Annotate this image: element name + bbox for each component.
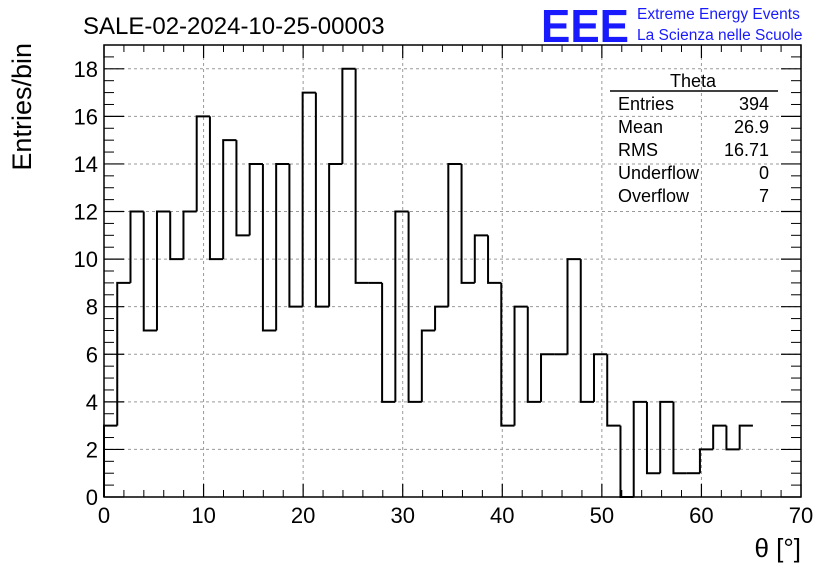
x-tick-label: 20 <box>291 503 315 528</box>
histogram-bin <box>235 140 250 237</box>
histogram-bin <box>407 211 422 403</box>
histogram-bin <box>222 139 237 260</box>
x-tick-label: 60 <box>689 503 713 528</box>
histogram-bin <box>328 162 343 307</box>
y-tick-label: 16 <box>74 104 98 129</box>
histogram-bin <box>314 92 330 308</box>
histogram-bin <box>381 282 396 403</box>
stats-value: 0 <box>759 163 769 183</box>
histogram-bin <box>672 401 687 475</box>
histogram-bin <box>698 448 714 474</box>
histogram-bin <box>606 354 621 427</box>
histogram-bin <box>301 91 316 307</box>
histogram-bin <box>659 400 674 474</box>
stats-label: Entries <box>618 94 674 114</box>
eee-logo: EEE Extreme Energy Events La Scienza nel… <box>541 0 802 52</box>
x-tick-label: 70 <box>789 503 813 528</box>
histogram-bin <box>195 115 210 212</box>
histogram-bin <box>182 210 197 260</box>
x-tick-labels: 0 10 20 30 40 50 60 70 <box>98 503 813 528</box>
x-axis-label: θ [°] <box>754 533 801 563</box>
histogram-bin <box>460 163 475 284</box>
stats-value: 26.9 <box>734 117 769 137</box>
histogram-bin <box>712 424 727 450</box>
y-tick-label: 4 <box>86 390 98 415</box>
y-tick-label: 8 <box>86 295 98 320</box>
histogram-bin <box>725 425 740 451</box>
y-tick-label: 0 <box>86 485 98 510</box>
grid <box>104 45 801 497</box>
y-tick-label: 18 <box>74 57 98 82</box>
x-tick-label: 40 <box>490 503 514 528</box>
stats-value: 394 <box>739 94 769 114</box>
x-tick-label: 50 <box>590 503 614 528</box>
stats-label: Mean <box>618 117 663 137</box>
histogram-bin <box>169 211 184 261</box>
histogram-bin <box>155 210 171 331</box>
histogram-bin <box>500 282 515 427</box>
chart-title: SALE-02-2024-10-25-00003 <box>83 13 385 40</box>
stats-title: Theta <box>670 71 717 91</box>
stats-label: Underflow <box>618 163 700 183</box>
eee-logo-letters: EEE <box>541 0 629 52</box>
stats-value: 7 <box>759 186 769 206</box>
histogram-bin <box>394 210 409 402</box>
histogram-bin <box>473 234 489 283</box>
histogram-bin <box>738 424 753 450</box>
y-tick-label: 2 <box>86 437 98 462</box>
x-tick-label: 10 <box>191 503 215 528</box>
histogram-bin <box>566 258 581 355</box>
stats-label: RMS <box>618 140 658 160</box>
histogram-bin <box>208 116 224 261</box>
stats-label: Overflow <box>618 186 690 206</box>
plot-frame <box>103 44 802 498</box>
y-tick-label: 12 <box>74 200 98 225</box>
y-tick-label: 6 <box>86 342 98 367</box>
histogram-bin <box>434 305 449 331</box>
histogram-bin <box>288 163 303 308</box>
histogram-bin <box>526 306 542 403</box>
histogram-bin <box>420 329 436 402</box>
histogram-bin <box>632 400 647 497</box>
stats-value: 16.71 <box>724 140 769 160</box>
logo-line-2: La Scienza nelle Scuole <box>637 27 802 44</box>
histogram-bin <box>129 210 144 283</box>
histogram-bin <box>447 162 462 307</box>
histogram-bin <box>540 353 555 402</box>
histogram-bin <box>341 67 356 164</box>
histogram-bin <box>579 259 594 403</box>
histogram-bin <box>275 162 290 331</box>
histogram-bins <box>103 67 753 498</box>
stats-rows: Entries 394 Mean 26.9 RMS 16.71 Underflow 0 Over… <box>618 94 769 206</box>
axis-ticks <box>103 44 802 498</box>
y-axis-label: Entries/bin <box>7 43 37 171</box>
stats-box: Theta Entries 394 Mean 26.9 RMS 16.71 Underflo… <box>610 71 778 206</box>
y-tick-labels: 0 2 4 6 8 10 12 14 16 18 <box>74 57 98 510</box>
histogram-bin <box>487 235 502 284</box>
x-tick-label: 0 <box>98 503 110 528</box>
y-tick-label: 14 <box>74 152 98 177</box>
histogram-bin <box>513 305 528 426</box>
histogram-bin <box>116 281 131 426</box>
histogram-bin <box>142 211 157 332</box>
histogram-bin <box>619 425 634 498</box>
histogram-bin <box>592 353 608 402</box>
histogram-bin <box>261 163 277 332</box>
x-tick-label: 30 <box>390 503 414 528</box>
histogram-bin <box>354 68 369 284</box>
logo-line-1: Extreme Energy Events <box>637 6 800 23</box>
histogram-bin <box>248 162 263 236</box>
y-tick-label: 10 <box>74 247 98 272</box>
histogram-bin <box>645 401 661 475</box>
